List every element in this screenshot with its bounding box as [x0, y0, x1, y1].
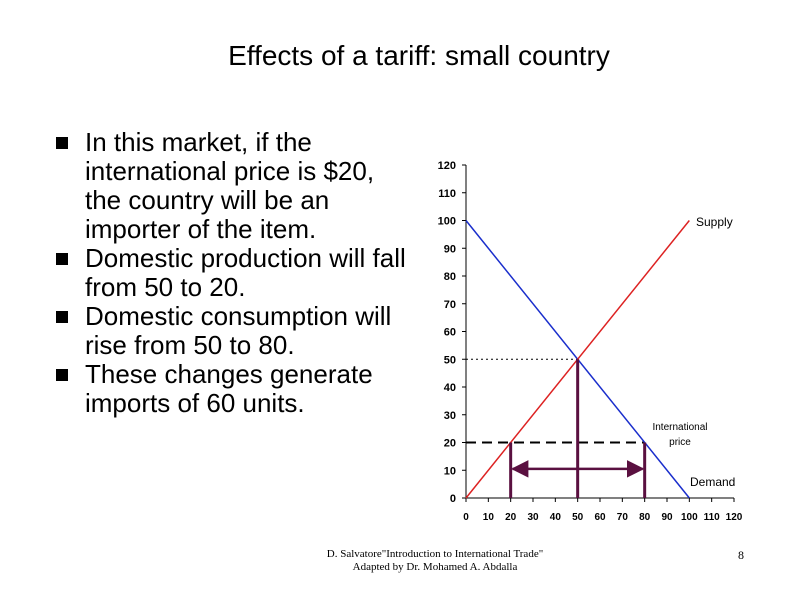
footer-line-1: D. Salvatore"Introduction to Internation… — [326, 548, 544, 560]
x-tick-label: 30 — [527, 512, 539, 523]
bullet-item: In this market, if the international pri… — [56, 128, 416, 244]
supply-label: Supply — [696, 215, 733, 229]
bullet-text: Domestic production will fall from 50 to… — [85, 243, 406, 302]
bullet-item: Domestic consumption will rise from 50 t… — [56, 302, 416, 360]
x-tick-label: 10 — [483, 512, 495, 523]
x-tick-label: 0 — [463, 512, 469, 523]
y-tick-label: 70 — [444, 299, 456, 311]
x-tick-label: 90 — [661, 512, 673, 523]
y-tick-label: 80 — [444, 271, 456, 283]
bullet-text: These changes generate imports of 60 uni… — [85, 359, 373, 418]
y-tick-label: 30 — [444, 410, 456, 422]
square-bullet-icon — [56, 253, 68, 265]
x-tick-label: 70 — [617, 512, 629, 523]
x-tick-label: 50 — [572, 512, 584, 523]
x-tick-label: 60 — [594, 512, 606, 523]
square-bullet-icon — [56, 369, 68, 381]
y-tick-label: 10 — [444, 465, 456, 477]
x-tick-label: 100 — [681, 512, 698, 523]
y-tick-label: 60 — [444, 327, 456, 339]
y-tick-label: 0 — [450, 493, 456, 505]
y-tick-label: 20 — [444, 438, 456, 450]
footer-line-2: Adapted by Dr. Mohamed A. Abdalla — [352, 561, 518, 573]
x-tick-label: 120 — [726, 512, 743, 523]
international-price-label: International — [652, 422, 707, 433]
bullet-text: In this market, if the international pri… — [85, 127, 375, 244]
x-tick-label: 80 — [639, 512, 651, 523]
page-number: 8 — [738, 548, 744, 562]
x-tick-label: 110 — [704, 512, 721, 523]
footer-credit: D. Salvatore"Introduction to Internation… — [270, 548, 600, 574]
bullet-item: These changes generate imports of 60 uni… — [56, 360, 416, 418]
y-tick-label: 40 — [444, 382, 456, 394]
bullet-item: Domestic production will fall from 50 to… — [56, 244, 416, 302]
y-tick-label: 90 — [444, 243, 456, 255]
square-bullet-icon — [56, 311, 68, 323]
bullet-text: Domestic consumption will rise from 50 t… — [85, 301, 392, 360]
square-bullet-icon — [56, 137, 68, 149]
international-price-label: price — [669, 437, 691, 448]
x-tick-label: 20 — [505, 512, 517, 523]
y-tick-label: 110 — [438, 188, 456, 200]
y-tick-label: 50 — [444, 354, 456, 366]
y-tick-label: 100 — [438, 216, 456, 228]
slide-title: Effects of a tariff: small country — [228, 40, 610, 71]
bullet-list: In this market, if the international pri… — [56, 128, 416, 418]
x-tick-label: 40 — [550, 512, 562, 523]
y-tick-label: 120 — [438, 160, 456, 172]
demand-label: Demand — [690, 475, 735, 489]
